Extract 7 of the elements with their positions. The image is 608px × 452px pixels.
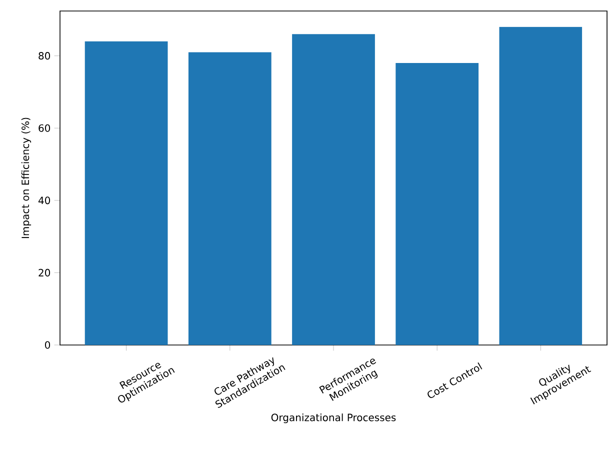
y-tick-label: 0 xyxy=(45,341,50,349)
y-tick-label: 80 xyxy=(38,52,50,60)
y-axis-title: Impact on Efficiency (%) xyxy=(21,118,32,238)
y-tick-label: 60 xyxy=(38,124,50,132)
y-tick-label: 40 xyxy=(38,196,50,204)
x-axis-title: Organizational Processes xyxy=(271,413,396,424)
y-tick-label: 20 xyxy=(38,268,50,276)
